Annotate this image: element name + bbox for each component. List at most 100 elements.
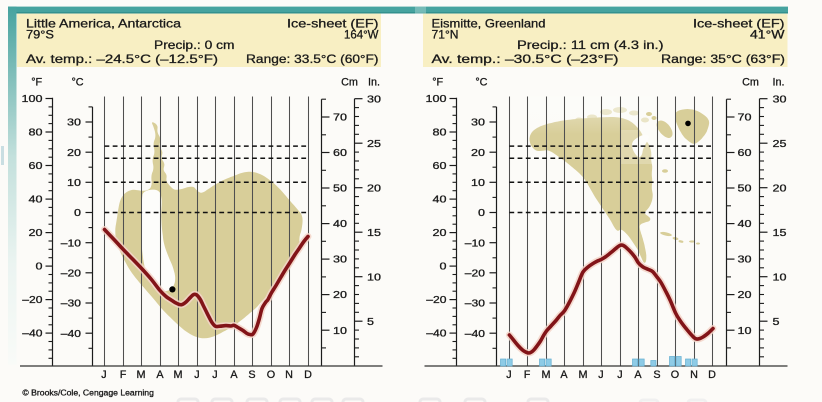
svg-text:20: 20 <box>29 227 43 239</box>
svg-text:F: F <box>120 369 127 381</box>
svg-text:100: 100 <box>426 93 447 105</box>
svg-text:0: 0 <box>440 261 447 273</box>
svg-text:10: 10 <box>367 271 381 283</box>
svg-text:M: M <box>542 369 551 381</box>
svg-text:–40: –40 <box>61 328 81 340</box>
svg-text:S: S <box>653 369 660 381</box>
svg-text:O: O <box>671 369 679 381</box>
svg-text:5: 5 <box>367 316 374 328</box>
svg-text:10: 10 <box>471 177 485 189</box>
svg-text:Ice-sheet (EF): Ice-sheet (EF) <box>287 17 379 31</box>
svg-text:A: A <box>560 369 568 381</box>
svg-text:20: 20 <box>333 289 347 301</box>
svg-text:°C: °C <box>475 77 487 89</box>
svg-text:80: 80 <box>433 127 447 139</box>
svg-text:A: A <box>634 369 642 381</box>
svg-text:J: J <box>101 369 106 381</box>
svg-text:100: 100 <box>22 93 43 105</box>
svg-text:71°N: 71°N <box>432 28 459 42</box>
svg-text:Range: 33.5°C (60°F): Range: 33.5°C (60°F) <box>246 52 379 66</box>
svg-text:Ice-sheet (EF): Ice-sheet (EF) <box>693 17 785 31</box>
svg-text:Precip.: 11 cm (4.3 in.): Precip.: 11 cm (4.3 in.) <box>517 38 664 52</box>
svg-text:60: 60 <box>738 147 752 159</box>
svg-text:40: 40 <box>433 194 447 206</box>
svg-text:5: 5 <box>773 316 780 328</box>
svg-text:Cm: Cm <box>341 77 358 89</box>
svg-text:Av. temp.: –30.5°C (–23°F): Av. temp.: –30.5°C (–23°F) <box>432 52 619 66</box>
svg-text:60: 60 <box>333 147 347 159</box>
svg-text:J: J <box>506 369 511 381</box>
svg-text:–30: –30 <box>465 298 485 310</box>
svg-text:© Brooks/Cole, Cengage Learnin: © Brooks/Cole, Cengage Learning <box>22 389 154 398</box>
svg-text:30: 30 <box>367 93 381 105</box>
svg-text:°C: °C <box>71 77 83 89</box>
svg-text:–20: –20 <box>465 267 485 279</box>
svg-text:30: 30 <box>738 254 752 266</box>
svg-text:D: D <box>304 369 312 381</box>
svg-text:–30: –30 <box>61 298 81 310</box>
svg-text:20: 20 <box>773 182 787 194</box>
svg-text:30: 30 <box>773 93 787 105</box>
svg-text:–40: –40 <box>426 328 446 340</box>
svg-text:J: J <box>212 369 217 381</box>
svg-text:0: 0 <box>478 207 485 219</box>
svg-text:F: F <box>524 369 531 381</box>
svg-text:0: 0 <box>36 261 43 273</box>
svg-text:60: 60 <box>29 160 43 172</box>
svg-text:N: N <box>285 369 293 381</box>
svg-text:40: 40 <box>333 218 347 230</box>
svg-text:50: 50 <box>738 183 752 195</box>
svg-text:J: J <box>598 369 603 381</box>
svg-text:15: 15 <box>367 227 381 239</box>
svg-text:Cm: Cm <box>742 77 759 89</box>
svg-text:J: J <box>617 369 622 381</box>
svg-text:–40: –40 <box>465 328 485 340</box>
svg-text:M: M <box>137 369 146 381</box>
svg-text:D: D <box>708 369 716 381</box>
svg-text:In.: In. <box>772 77 784 89</box>
svg-text:30: 30 <box>471 117 485 129</box>
svg-text:10: 10 <box>738 325 752 337</box>
svg-text:J: J <box>194 369 199 381</box>
svg-text:A: A <box>230 369 238 381</box>
svg-text:15: 15 <box>773 227 787 239</box>
svg-text:41°W: 41°W <box>750 28 785 42</box>
svg-text:50: 50 <box>333 183 347 195</box>
svg-text:Little America, Antarctica: Little America, Antarctica <box>26 17 181 31</box>
svg-text:10: 10 <box>773 271 787 283</box>
svg-text:10: 10 <box>333 325 347 337</box>
svg-text:164°W: 164°W <box>344 28 379 42</box>
svg-text:N: N <box>690 369 698 381</box>
svg-text:S: S <box>248 369 255 381</box>
svg-text:Range: 35°C (63°F): Range: 35°C (63°F) <box>661 52 785 66</box>
svg-text:–10: –10 <box>61 237 81 249</box>
svg-text:Av. temp.: –24.5°C (–12.5°F): Av. temp.: –24.5°C (–12.5°F) <box>26 52 218 66</box>
svg-text:60: 60 <box>433 160 447 172</box>
svg-text:Eismitte, Greenland: Eismitte, Greenland <box>432 17 546 31</box>
svg-text:10: 10 <box>67 177 81 189</box>
svg-text:20: 20 <box>367 182 381 194</box>
svg-text:20: 20 <box>433 227 447 239</box>
svg-text:°F: °F <box>432 77 443 89</box>
svg-text:40: 40 <box>29 194 43 206</box>
svg-text:°F: °F <box>31 77 42 89</box>
svg-text:40: 40 <box>738 218 752 230</box>
svg-text:20: 20 <box>67 147 81 159</box>
svg-text:30: 30 <box>67 117 81 129</box>
svg-text:20: 20 <box>738 289 752 301</box>
svg-text:79°S: 79°S <box>26 28 54 42</box>
svg-text:–20: –20 <box>22 294 42 306</box>
svg-text:0: 0 <box>74 207 81 219</box>
svg-text:O: O <box>267 369 275 381</box>
svg-text:In.: In. <box>368 77 380 89</box>
svg-text:M: M <box>174 369 183 381</box>
svg-text:Precip.: 0 cm: Precip.: 0 cm <box>154 38 235 52</box>
svg-text:30: 30 <box>333 254 347 266</box>
svg-text:25: 25 <box>367 138 381 150</box>
svg-text:A: A <box>156 369 164 381</box>
svg-text:80: 80 <box>29 127 43 139</box>
svg-text:–40: –40 <box>22 328 42 340</box>
svg-text:M: M <box>579 369 588 381</box>
svg-text:–20: –20 <box>426 294 446 306</box>
svg-text:–10: –10 <box>465 237 485 249</box>
